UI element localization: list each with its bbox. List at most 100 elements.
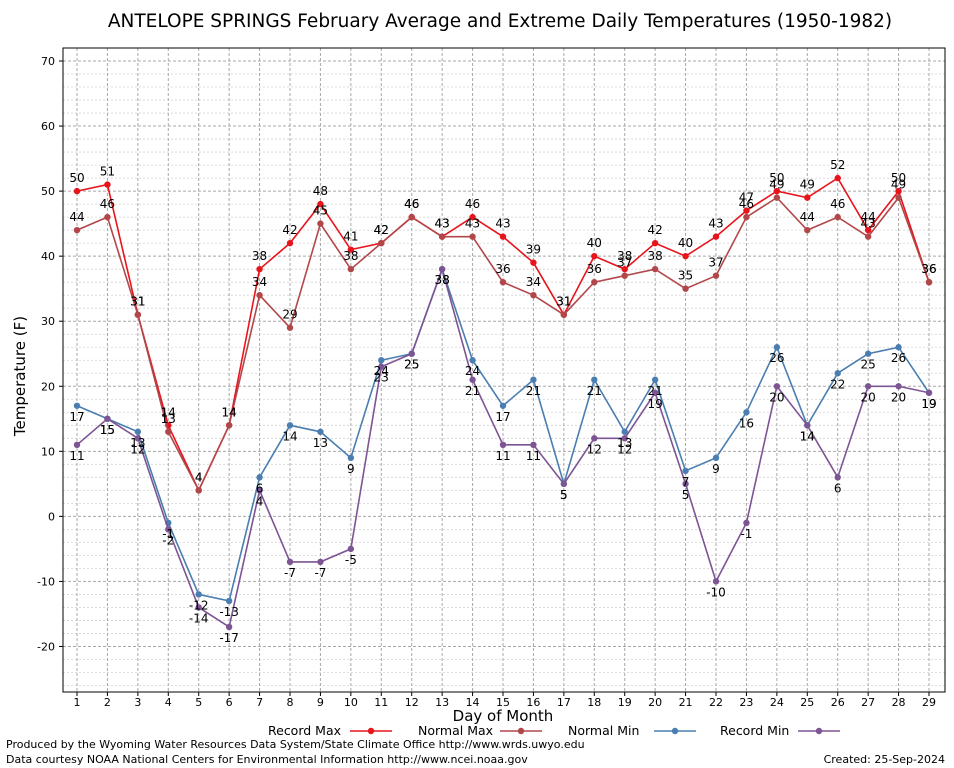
normal-min-legend-marker — [671, 727, 679, 735]
record-min-data-label: 6 — [834, 481, 842, 495]
normal-min-point — [895, 344, 902, 351]
record-min-point — [499, 441, 507, 449]
normal-min-legend-label: Normal Min — [568, 723, 639, 738]
normal-max-point — [591, 278, 598, 286]
x-tick-label: 17 — [557, 696, 571, 709]
normal-max-data-label: 35 — [678, 269, 693, 283]
record-max-data-label: 42 — [648, 223, 663, 237]
normal-min-point — [864, 350, 872, 357]
record-min-data-label: -5 — [345, 553, 357, 567]
normal-min-data-label: 9 — [347, 462, 355, 476]
normal-min-data-label: 38 — [435, 273, 450, 287]
record-max-point — [469, 213, 476, 221]
record-max-data-label: 49 — [800, 178, 815, 192]
record-min-point — [834, 474, 841, 481]
x-tick-label: 25 — [800, 696, 814, 709]
normal-min-data-label: 24 — [465, 364, 480, 378]
record-min-data-label: 23 — [374, 371, 389, 385]
normal-min-data-label: 9 — [712, 462, 720, 476]
normal-max-point — [165, 428, 172, 435]
record-min-data-label: 5 — [682, 488, 690, 502]
record-min-point — [925, 389, 933, 396]
record-min-data-label: -1 — [740, 527, 752, 541]
record-min-data-label: -7 — [284, 566, 296, 580]
normal-min-data-label: -12 — [189, 598, 209, 612]
normal-max-data-label: 42 — [374, 223, 389, 237]
normal-max-data-label: 43 — [465, 217, 480, 231]
record-max-point — [104, 181, 111, 188]
record-max-legend-label: Record Max — [268, 723, 341, 738]
record-min-point — [560, 480, 568, 488]
record-max-point — [591, 252, 598, 260]
normal-max-data-label: 38 — [648, 249, 663, 263]
normal-max-data-label: 37 — [708, 256, 723, 270]
x-tick-label: 13 — [435, 696, 449, 709]
record-min-point — [195, 604, 202, 611]
normal-min-point — [256, 474, 263, 481]
normal-min-data-label: 21 — [648, 384, 663, 398]
normal-max-data-label: 46 — [100, 197, 115, 211]
record-min-data-label: 14 — [800, 429, 815, 443]
normal-min-data-label: 13 — [130, 436, 145, 450]
normal-min-point — [682, 467, 689, 475]
x-tick-label: 29 — [922, 696, 936, 709]
y-tick-label: 30 — [41, 315, 55, 328]
normal-min-point — [134, 428, 142, 435]
y-tick-label: 50 — [41, 185, 55, 198]
record-max-point — [651, 239, 659, 247]
record-min-data-label: 12 — [617, 442, 632, 456]
normal-max-point — [621, 272, 628, 279]
normal-max-point — [317, 220, 324, 227]
normal-max-point — [895, 194, 902, 201]
record-max-point — [499, 233, 507, 240]
normal-max-point — [104, 213, 111, 221]
normal-min-data-label: 25 — [404, 358, 419, 372]
x-tick-label: 11 — [374, 696, 388, 709]
record-min-point — [712, 578, 720, 585]
record-min-data-label: 20 — [769, 390, 784, 404]
normal-min-data-label: 26 — [769, 351, 784, 365]
normal-min-point — [347, 454, 355, 462]
normal-min-data-label: 22 — [830, 377, 845, 391]
normal-max-point — [286, 324, 294, 331]
normal-min-data-label: 21 — [526, 384, 541, 398]
x-tick-label: 6 — [226, 696, 233, 709]
record-max-data-label: 48 — [313, 184, 328, 198]
record-min-point — [73, 441, 81, 449]
record-max-data-label: 40 — [678, 236, 693, 250]
x-tick-label: 16 — [526, 696, 540, 709]
normal-max-data-label: 43 — [861, 217, 876, 231]
record-min-point — [621, 435, 628, 442]
record-max-data-label: 46 — [465, 197, 480, 211]
y-tick-label: 70 — [41, 55, 55, 68]
x-tick-label: 27 — [861, 696, 875, 709]
record-max-data-label: 38 — [252, 249, 267, 263]
record-max-point — [621, 265, 628, 273]
y-tick-label: -10 — [37, 575, 55, 588]
normal-min-data-label: -13 — [219, 605, 239, 619]
normal-max-data-label: 34 — [252, 275, 267, 289]
record-max-data-label: 14 — [161, 405, 176, 419]
record-max-data-label: 14 — [222, 405, 237, 419]
record-max-point — [73, 187, 81, 195]
record-min-point — [773, 383, 781, 390]
record-min-point — [743, 519, 750, 527]
normal-min-data-label: 15 — [100, 423, 115, 437]
plot-frame — [62, 47, 946, 693]
normal-max-point — [743, 213, 750, 221]
record-min-data-label: -10 — [706, 585, 726, 599]
record-min-data-label: 15 — [100, 423, 115, 437]
x-tick-label: 24 — [770, 696, 784, 709]
normal-max-point — [560, 311, 568, 318]
record-min-data-label: -2 — [162, 533, 174, 547]
normal-min-data-label: 13 — [617, 436, 632, 450]
y-tick-label: -20 — [37, 640, 55, 653]
normal-min-data-label: 21 — [587, 384, 602, 398]
record-min-data-label: 12 — [130, 442, 145, 456]
record-max-data-label: 43 — [495, 217, 510, 231]
record-min-point — [438, 265, 446, 273]
record-max-data-label: 39 — [526, 243, 541, 257]
normal-min-point — [773, 344, 781, 351]
normal-max-data-label: 29 — [282, 308, 297, 322]
